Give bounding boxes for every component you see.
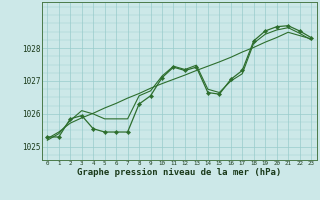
X-axis label: Graphe pression niveau de la mer (hPa): Graphe pression niveau de la mer (hPa) [77,168,281,177]
